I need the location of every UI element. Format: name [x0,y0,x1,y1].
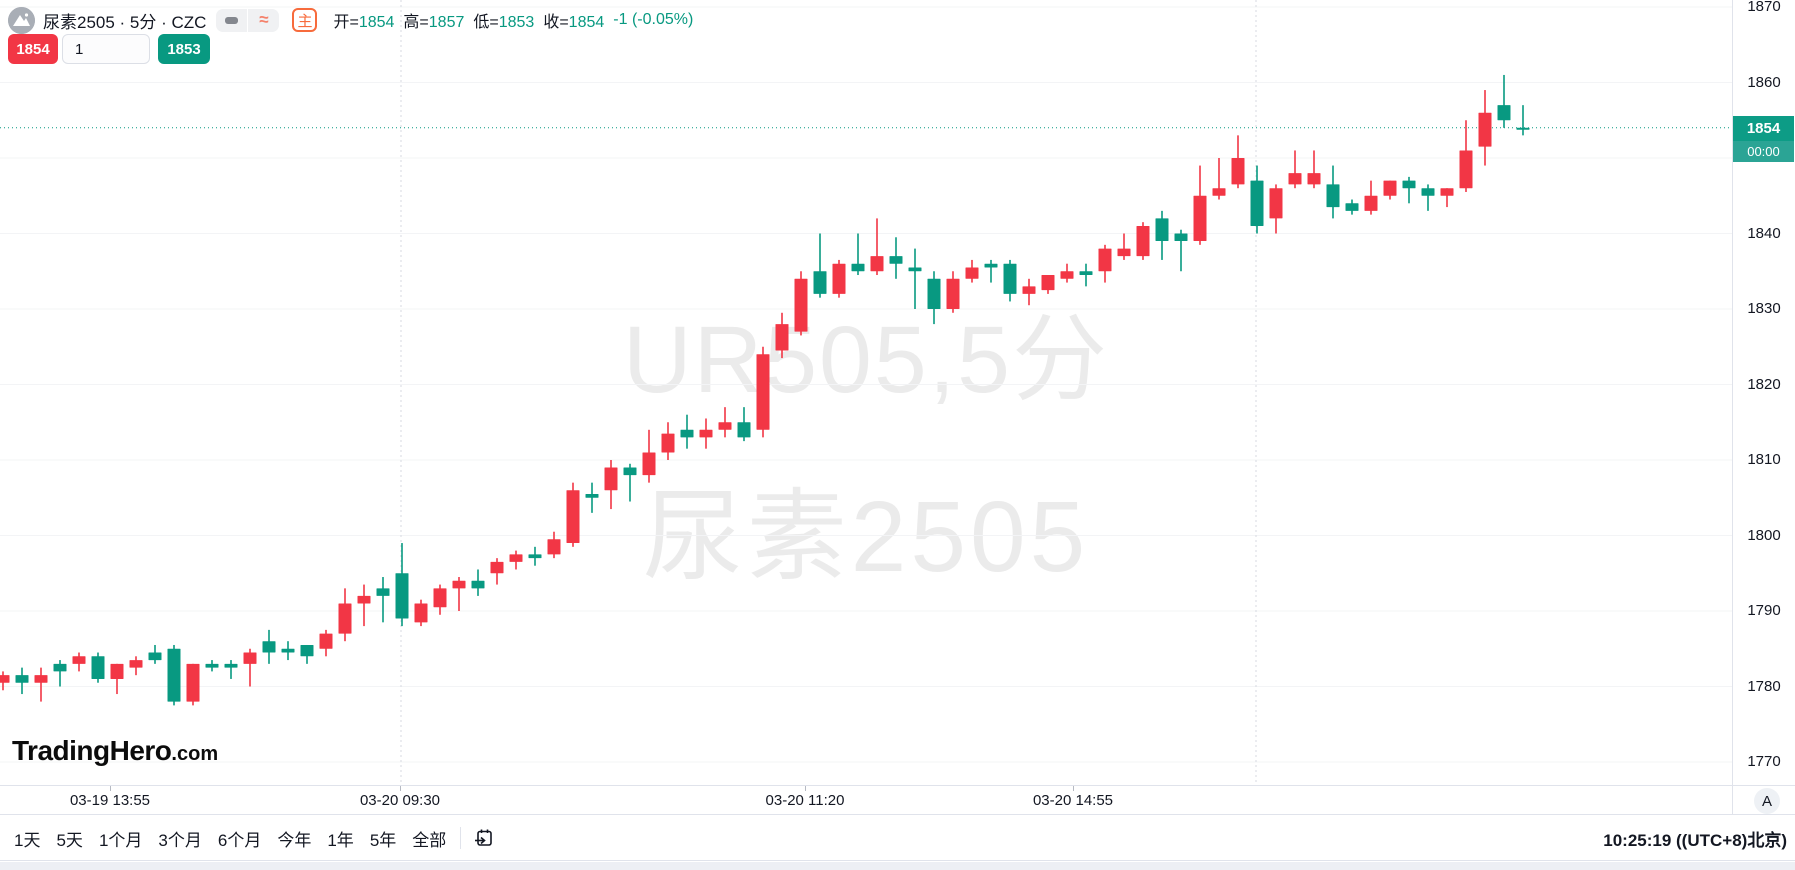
tradinghero-logo: TradingHero .com [12,735,218,767]
time-tick [110,786,111,791]
ohlc-pair: 低=1853 [473,14,535,31]
time-tick-label: 03-20 09:30 [359,792,441,809]
logo-brand: TradingHero [12,735,172,766]
calendar-arrow-icon [475,829,493,846]
time-tick [400,786,401,791]
ohlc-display-toggle[interactable] [216,8,248,32]
window-bottom-strip [0,862,1795,870]
price-axis[interactable]: 1870186018501840183018201810180017901780… [1732,0,1795,785]
bar-countdown-badge: 00:00 [1733,141,1794,162]
time-tick-label: 03-20 11:20 [765,792,845,809]
range-button-今年[interactable]: 今年 [269,822,319,855]
range-button-1年[interactable]: 1年 [319,822,361,855]
bottom-toolbar: 1天 5天 1个月 3个月 6个月 今年 1年 5年 全部 10:25:19 ((UTC+8)北… [0,816,1795,861]
time-tick [805,786,806,791]
price-tick-label: 1870 [1747,0,1781,15]
axis-corner-separator [1732,786,1733,815]
auto-scale-button[interactable]: A [1754,788,1780,814]
current-price-badge: 1854 [1733,116,1794,141]
ohlc-pair: 高=1857 [403,14,465,31]
symbol-title[interactable]: 尿素2505 · 5分 · CZC [43,12,207,32]
time-tick [1073,786,1074,791]
trade-buttons: 1854 1853 [8,33,210,65]
price-tick-label: 1840 [1747,224,1781,242]
price-tick-label: 1830 [1747,300,1781,317]
toolbar-separator [460,827,462,849]
range-button-全部[interactable]: 全部 [404,822,454,855]
range-button-1个月[interactable]: 1个月 [91,822,150,855]
time-tick-label: 03-19 13:55 [69,792,151,809]
go-to-date-button[interactable] [471,825,497,851]
candlestick-chart[interactable] [0,0,1732,785]
price-tick-label: 1770 [1747,753,1781,770]
range-button-5年[interactable]: 5年 [362,822,404,855]
ohlc-pair: 收=1854 [543,14,605,31]
sell-price-button[interactable]: 1853 [158,34,210,64]
quantity-input[interactable] [62,34,150,64]
approximate-data-icon[interactable]: ≈ [248,8,280,32]
change-value: -1 (-0.05%) [613,11,694,28]
bar-style-icon [225,16,239,24]
time-tick-label: 03-20 14:55 [1032,792,1114,809]
mountain-icon [8,6,35,34]
date-range-buttons: 1天 5天 1个月 3个月 6个月 今年 1年 5年 全部 [6,822,454,855]
range-button-6个月[interactable]: 6个月 [210,822,269,855]
chart-area: UR505,5分 尿素2505 尿素2505 · 5分 · CZC ≈ 主 [0,0,1795,785]
range-button-1天[interactable]: 1天 [6,822,48,855]
price-tick-label: 1780 [1747,677,1781,695]
price-tick-label: 1810 [1747,451,1781,468]
symbol-avatar[interactable] [8,6,35,34]
range-button-5天[interactable]: 5天 [48,822,90,855]
price-tick-label: 1800 [1747,526,1781,544]
price-tick-label: 1790 [1747,602,1781,619]
ohlc-values: 开=1854 高=1857 低=1853 收=1854 -1 (-0.05%) [333,8,693,32]
symbol-legend: 尿素2505 · 5分 · CZC ≈ 主 开=1854 高=1857 低=1853… [8,5,693,35]
time-axis[interactable]: A 03-19 13:55 03-20 09:30 03-20 11:20 03-20… [0,785,1795,815]
price-tick-label: 1820 [1747,375,1781,393]
range-button-3个月[interactable]: 3个月 [150,822,209,855]
legend-pills: ≈ 主 [216,8,318,32]
session-clock[interactable]: 10:25:19 ((UTC+8)北京) [1603,830,1787,850]
ohlc-pair: 开=1854 [333,14,395,31]
logo-suffix: .com [171,743,219,765]
main-contract-badge[interactable]: 主 [292,8,318,32]
price-tick-label: 1860 [1747,73,1781,91]
buy-price-button[interactable]: 1854 [8,34,58,64]
